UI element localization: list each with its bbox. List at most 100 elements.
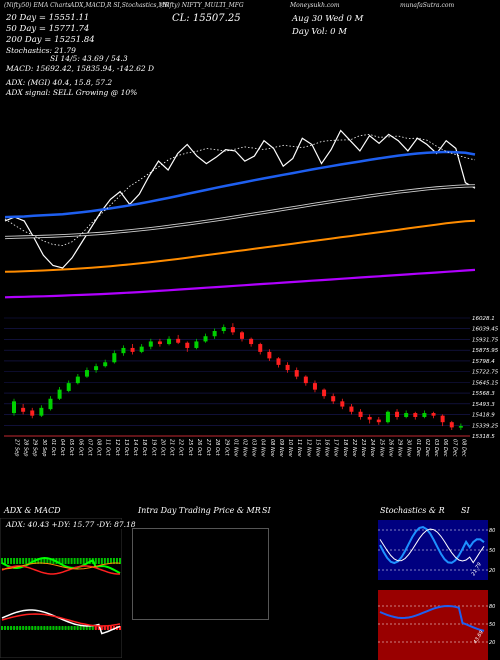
macd-hist-bar — [67, 626, 70, 630]
adx-hist-bar — [49, 558, 52, 564]
adx-hist-bar — [4, 558, 7, 564]
date-tick-label: 15 Nov — [314, 439, 320, 458]
candle-body — [66, 383, 71, 391]
price-tick-label: 15339.25 — [472, 423, 499, 429]
candle-body — [422, 413, 427, 417]
candle-body — [103, 362, 108, 367]
candle-body — [130, 347, 135, 352]
macd-hist-bar — [40, 626, 43, 630]
candle-body — [276, 358, 281, 365]
ema20-label: 20 Day = 15551.11 — [6, 13, 90, 23]
rsi-tick-label: 50 — [489, 622, 495, 628]
ema-chart — [4, 129, 476, 299]
candle-body — [121, 347, 126, 354]
date-tick-label: 10 Nov — [287, 439, 293, 458]
candle-body — [303, 376, 308, 384]
date-tick-label: 08 Oct — [96, 439, 102, 457]
date-tick-label: 22 Nov — [351, 439, 357, 458]
candle-body — [395, 411, 400, 417]
date-tick-label: 11 Oct — [105, 439, 111, 457]
rsi-tick-label: 20 — [489, 640, 495, 646]
candle-body — [30, 410, 35, 416]
candle-body — [322, 389, 327, 397]
adx-macd-title: ADX & MACD — [4, 506, 61, 515]
candle-body — [294, 370, 299, 377]
date-tick-label: 01 Dec — [415, 439, 421, 457]
date-tick-label: 04 Oct — [59, 439, 65, 457]
date-tick-label: 25 Oct — [187, 439, 193, 457]
adx-hist-bar — [25, 558, 28, 564]
candle-body — [176, 338, 181, 343]
ema-line-3 — [4, 219, 476, 273]
date-tick-label: 14 Oct — [132, 439, 138, 457]
date-tick-label: 06 Oct — [77, 439, 83, 457]
adx-hist-bar — [106, 558, 109, 564]
macd-hist-bar — [112, 626, 115, 630]
macd-hist-bar — [28, 626, 31, 630]
adx-values: ADX: 40.43 +DY: 15.77 -DY: 87.18 — [4, 520, 138, 529]
date-tick-label: 07 Dec — [451, 439, 457, 457]
macd-hist-bar — [13, 626, 16, 630]
adx-line-2 — [1, 562, 121, 570]
candle-body — [221, 327, 226, 332]
date-tick-label: 06 Dec — [442, 439, 448, 457]
ema50-label: 50 Day = 15771.74 — [6, 24, 90, 34]
price-tick-label: 16028.1 — [472, 316, 495, 322]
date-tick-label: 05 Oct — [68, 439, 74, 457]
macd-hist-bar — [10, 626, 13, 630]
candle-body — [449, 422, 454, 428]
adx-hist-bar — [109, 558, 112, 564]
candle-body — [240, 332, 244, 339]
adx-panel-frame — [0, 518, 122, 658]
macd-hist-bar — [97, 626, 100, 630]
candle-body — [267, 351, 272, 359]
macd-hist-bar — [22, 626, 25, 630]
macd-hist-bar — [25, 626, 28, 630]
date-tick-label: 24 Nov — [369, 439, 375, 458]
adx-hist-bar — [100, 558, 103, 564]
adx-hist-bar — [61, 558, 64, 564]
macd-hist-bar — [1, 626, 3, 630]
header-url: munafaSutra.com — [400, 2, 455, 9]
candle-body — [12, 401, 16, 414]
macd-hist-bar — [34, 626, 37, 630]
adx-hist-bar — [64, 558, 67, 564]
candle-body — [212, 331, 217, 337]
macd-signal-line — [1, 613, 121, 627]
macd-hist-bar — [19, 626, 22, 630]
header-mid-tags: ADX,MACD,R SI,Stochastics,MR — [70, 2, 170, 9]
day-vol-label: Day Vol: 0 M — [292, 27, 347, 37]
candle-body — [148, 341, 153, 347]
date-tick-label: 30 Sep — [41, 439, 47, 456]
stoch-tick-label: 80 — [489, 528, 495, 534]
adx-hist-bar — [37, 558, 40, 564]
candle-body — [285, 364, 290, 371]
date-tick-label: 29 Sep — [32, 439, 38, 456]
stoch-tick-label: 50 — [489, 548, 495, 554]
date-tick-label: 04 Nov — [260, 439, 266, 458]
adx-hist-bar — [112, 558, 115, 564]
candle-body — [258, 344, 263, 352]
date-tick-label: 19 Oct — [150, 439, 156, 457]
header-right-tag: Moneysukh.com — [290, 2, 340, 9]
rsi-tick-label: 80 — [489, 604, 495, 610]
candle-body — [48, 398, 53, 410]
adx-hist-bar — [28, 558, 31, 564]
macd-hist-bar — [100, 626, 103, 630]
date-tick-label: 27 Sep — [14, 439, 20, 456]
date-tick-label: 07 Oct — [86, 439, 92, 457]
date-tick-label: 03 Dec — [433, 439, 439, 457]
adx-hist-bar — [94, 558, 97, 564]
ema-dotted-line — [4, 133, 476, 246]
macd-hist-bar — [46, 626, 49, 630]
macd-hist-bar — [106, 626, 109, 630]
intraday-si: SI — [262, 506, 271, 515]
macd-hist-bar — [61, 626, 64, 630]
adx-line-0 — [1, 556, 121, 574]
macd-label: MACD: 15692.42, 15835.94, -142.62 D — [6, 64, 155, 73]
candle-body — [203, 336, 208, 342]
date-tick-label: 12 Oct — [114, 439, 120, 457]
ema-line-4 — [4, 268, 476, 299]
macd-hist-bar — [49, 626, 52, 630]
adx-hist-bar — [16, 558, 19, 564]
